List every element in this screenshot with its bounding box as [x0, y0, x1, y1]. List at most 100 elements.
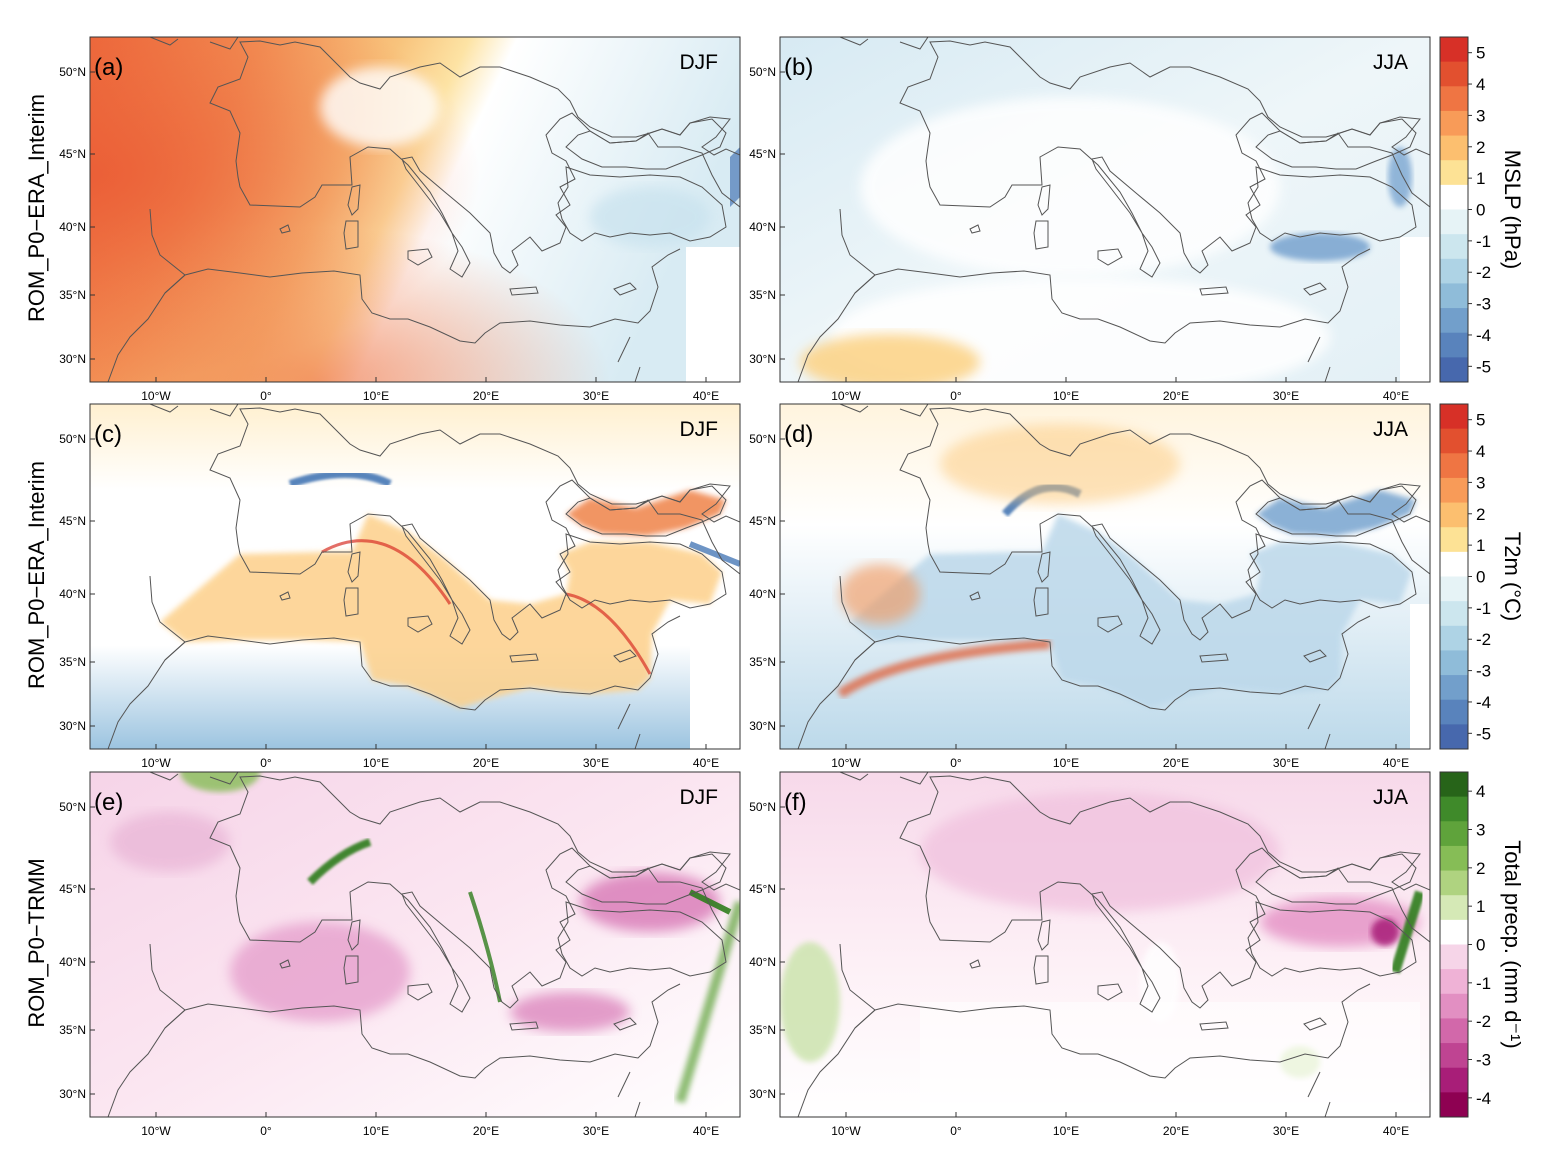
colorbar-segment	[1440, 209, 1468, 235]
map-field	[90, 37, 740, 382]
colorbar-segment	[1440, 184, 1468, 210]
colorbar-tick-label: 1	[1476, 536, 1485, 555]
lat-tick-label: 30°N	[749, 1087, 776, 1101]
colorbar-segment	[1440, 895, 1468, 921]
panel-label: (d)	[784, 421, 813, 448]
colorbar-segment	[1440, 428, 1468, 454]
lat-tick-label: 40°N	[749, 955, 776, 969]
lat-tick-label: 50°N	[749, 65, 776, 79]
colorbar-segment	[1440, 332, 1468, 358]
colorbar-segment	[1440, 870, 1468, 896]
map-field	[780, 37, 1430, 382]
colorbar-segment	[1440, 551, 1468, 577]
lon-tick-label: 10°W	[831, 756, 861, 770]
map-frame	[779, 771, 1431, 1118]
map-frame	[89, 771, 741, 1118]
lat-tick-label: 30°N	[59, 1087, 86, 1101]
lon-tick-label: 30°E	[1273, 1124, 1299, 1138]
colorbar-segment	[1440, 772, 1468, 798]
colorbar-tick-label: 0	[1476, 201, 1485, 220]
lon-tick-label: 30°E	[1273, 756, 1299, 770]
lon-tick-label: 40°E	[693, 756, 719, 770]
lon-tick-label: 0°	[260, 389, 272, 403]
colorbar-title: T2m (°C)	[1500, 532, 1525, 621]
colorbar-segment	[1440, 357, 1468, 383]
colorbar-tick-label: -2	[1476, 263, 1491, 282]
colorbar-segment	[1440, 796, 1468, 822]
colorbar-tick-label: 2	[1476, 138, 1485, 157]
lon-tick-label: 40°E	[1383, 756, 1409, 770]
colorbar-segment	[1440, 1043, 1468, 1069]
colorbar-tick-label: 5	[1476, 411, 1485, 430]
lon-tick-label: 10°W	[141, 1124, 171, 1138]
colorbar-tick-label: -1	[1476, 974, 1491, 993]
map-panel-b: (b) JJA 10°W 0° 10°E 20°E 30°E 40°E 50°N 45°N 40°N…	[749, 36, 1431, 403]
lat-tick-label: 35°N	[749, 655, 776, 669]
lon-tick-label: 10°W	[141, 756, 171, 770]
lon-tick-label: 30°E	[583, 389, 609, 403]
lat-tick-label: 35°N	[749, 1023, 776, 1037]
map-field	[90, 772, 740, 1117]
colorbar-tick-label: 2	[1476, 859, 1485, 878]
panel-label: (f)	[784, 789, 807, 816]
lat-tick-label: 35°N	[59, 288, 86, 302]
colorbar-tick-label: 5	[1476, 44, 1485, 63]
lat-tick-label: 50°N	[749, 432, 776, 446]
colorbar-tick-label: -1	[1476, 599, 1491, 618]
panel-label: (c)	[94, 421, 122, 448]
colorbar-segment	[1440, 258, 1468, 284]
season-label: DJF	[680, 786, 719, 809]
lon-tick-label: 10°E	[363, 756, 389, 770]
lat-tick-label: 40°N	[749, 220, 776, 234]
colorbar-tick-label: 0	[1476, 936, 1485, 955]
lon-tick-label: 20°E	[1163, 389, 1189, 403]
colorbar-tick-label: 0	[1476, 568, 1485, 587]
lat-tick-label: 30°N	[749, 719, 776, 733]
lat-tick-label: 30°N	[59, 352, 86, 366]
colorbar-tick-label: -2	[1476, 1012, 1491, 1031]
lon-tick-label: 10°W	[831, 389, 861, 403]
colorbar-tick-label: 4	[1476, 782, 1485, 801]
lat-tick-label: 50°N	[59, 800, 86, 814]
colorbar-tick-label: 1	[1476, 897, 1485, 916]
map-panel-f: (f) JJA 10°W 0° 10°E 20°E 30°E 40°E 50°N 45°N 40°N…	[749, 771, 1431, 1138]
map-field	[780, 404, 1430, 749]
colorbar-segment	[1440, 821, 1468, 847]
map-frame	[89, 36, 741, 383]
colorbar-tick-label: -4	[1476, 326, 1491, 345]
map-frame	[779, 403, 1431, 750]
lat-tick-label: 40°N	[59, 220, 86, 234]
panel-label: (a)	[94, 54, 123, 81]
colorbar-tick-label: -3	[1476, 1051, 1491, 1070]
lon-tick-label: 30°E	[1273, 389, 1299, 403]
colorbar-3: 4 3 2 1 0 -1 -2 -3 -4 Total precp. (mm d⁻¹)	[1439, 771, 1525, 1118]
colorbar-segment	[1440, 86, 1468, 112]
lat-tick-label: 50°N	[59, 65, 86, 79]
lon-tick-label: 10°E	[363, 1124, 389, 1138]
lon-tick-label: 0°	[950, 389, 962, 403]
lat-tick-label: 30°N	[59, 719, 86, 733]
colorbar-tick-label: -5	[1476, 357, 1491, 376]
colorbar-segment	[1440, 502, 1468, 528]
lat-tick-label: 35°N	[749, 288, 776, 302]
lon-tick-label: 10°E	[1053, 1124, 1079, 1138]
colorbar-segment	[1440, 453, 1468, 479]
colorbar-segment	[1440, 404, 1468, 430]
colorbar-segment	[1440, 724, 1468, 750]
lon-tick-label: 10°E	[1053, 389, 1079, 403]
colorbar-tick-label: 4	[1476, 442, 1485, 461]
colorbar-segment	[1440, 308, 1468, 334]
colorbar-tick-label: -3	[1476, 662, 1491, 681]
colorbar-title: MSLP (hPa)	[1500, 150, 1525, 269]
lon-tick-label: 10°W	[831, 1124, 861, 1138]
map-panel-c: (c) DJF 10°W 0° 10°E 20°E 30°E 40°E 50°N 45°N 40°N…	[59, 403, 741, 770]
colorbar-tick-label: 3	[1476, 821, 1485, 840]
colorbar-segment	[1440, 944, 1468, 970]
lon-tick-label: 0°	[950, 1124, 962, 1138]
map-panel-d: (d) JJA 10°W 0° 10°E 20°E 30°E 40°E 50°N 45°N 40°N…	[749, 403, 1431, 770]
lon-tick-label: 0°	[260, 756, 272, 770]
colorbar-segment	[1440, 845, 1468, 872]
map-field	[90, 404, 740, 749]
colorbar-segment	[1440, 1067, 1468, 1093]
